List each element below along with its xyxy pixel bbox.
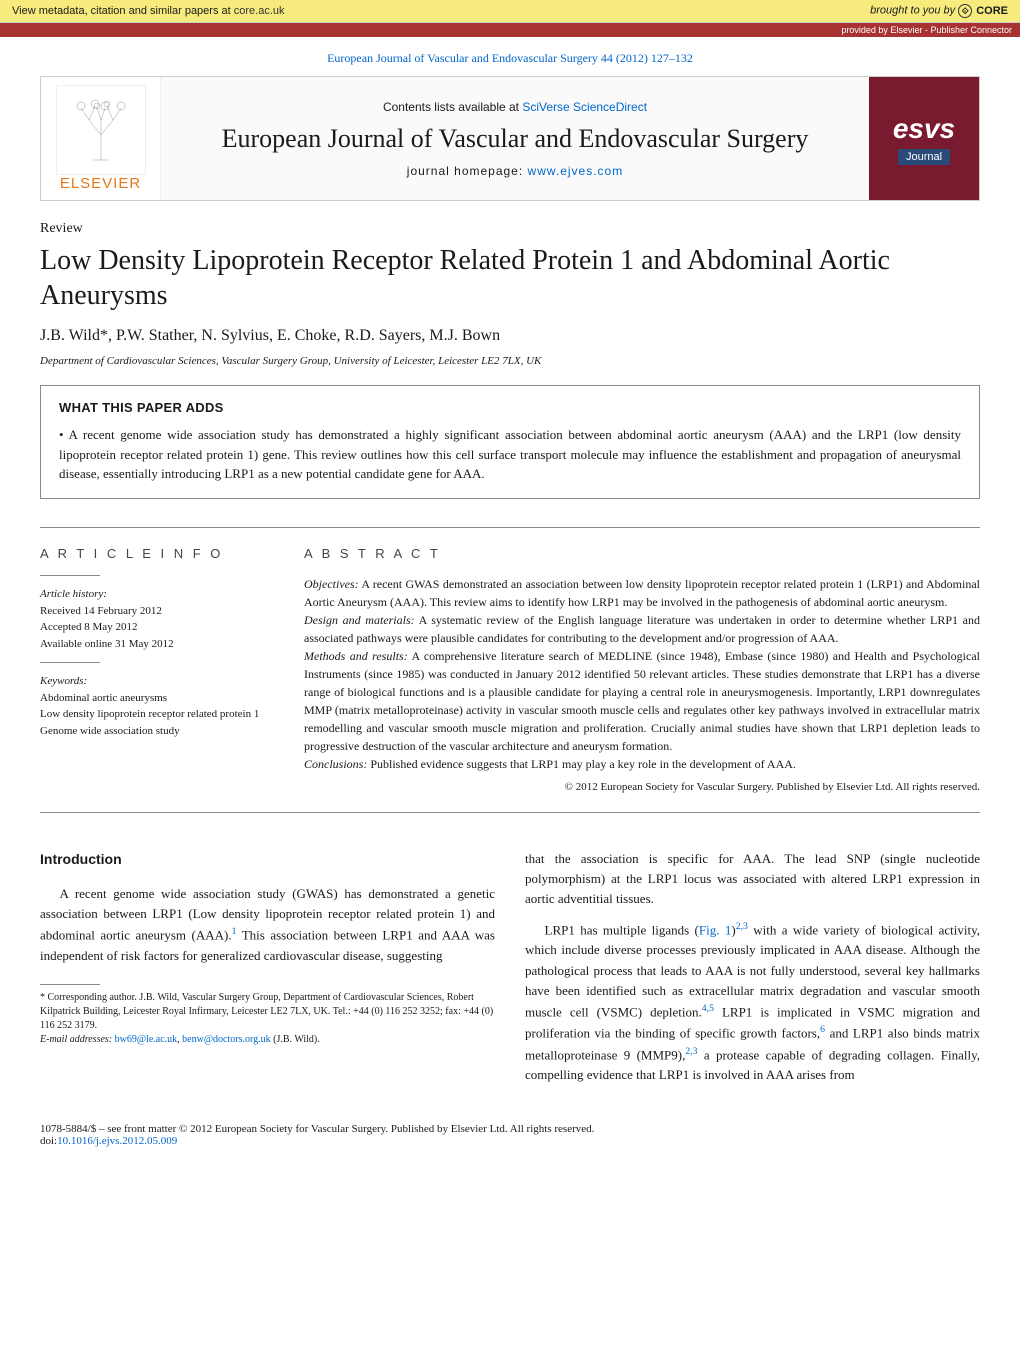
p2-a: LRP1 has multiple ligands ( [545,922,699,937]
doi-link[interactable]: 10.1016/j.ejvs.2012.05.009 [57,1135,177,1147]
email-link-1[interactable]: bw69@le.ac.uk [115,1034,178,1045]
abstract-design: Design and materials: A systematic revie… [304,611,980,647]
divider [40,662,100,663]
core-banner-left: View metadata, citation and similar pape… [12,5,285,17]
homepage-line: journal homepage: www.ejves.com [173,164,857,178]
core-logo-icon: ⟐ [958,4,972,18]
conclusions-text: Published evidence suggests that LRP1 ma… [367,757,796,771]
abstract-copyright: © 2012 European Society for Vascular Sur… [304,779,980,796]
elsevier-wordmark[interactable]: ELSEVIER [60,175,141,192]
header-center: Contents lists available at SciVerse Sci… [161,77,869,200]
abstract-methods: Methods and results: A comprehensive lit… [304,647,980,755]
meta-abstract-row: A R T I C L E I N F O Article history: R… [40,527,980,813]
affiliation: Department of Cardiovascular Sciences, V… [40,355,980,367]
keyword: Genome wide association study [40,723,280,740]
keyword: Abdominal aortic aneurysms [40,690,280,707]
right-paragraph-2: LRP1 has multiple ligands (Fig. 1)2,3 wi… [525,919,980,1085]
fig-1-link[interactable]: Fig. 1 [699,922,731,937]
core-banner: View metadata, citation and similar pape… [0,0,1020,23]
right-column: that the association is specific for AAA… [525,849,980,1096]
issn-line: 1078-5884/$ – see front matter © 2012 Eu… [40,1123,980,1135]
left-column: Introduction A recent genome wide associ… [40,849,495,1096]
esvs-logo[interactable]: esvs Journal [893,113,955,165]
abstract-column: A B S T R A C T Objectives: A recent GWA… [304,544,980,796]
journal-ref-link[interactable]: European Journal of Vascular and Endovas… [327,51,693,65]
history-label: Article history: [40,586,280,603]
email-label: E-mail addresses: [40,1034,115,1045]
objectives-label: Objectives: [304,577,359,591]
paper-adds-box: WHAT THIS PAPER ADDS A recent genome wid… [40,385,980,499]
esvs-sub: Journal [898,149,950,165]
intro-heading: Introduction [40,849,495,871]
contents-line: Contents lists available at SciVerse Sci… [173,100,857,114]
article-info-column: A R T I C L E I N F O Article history: R… [40,544,280,796]
citation-23a[interactable]: 2,3 [736,921,748,932]
abstract-objectives: Objectives: A recent GWAS demonstrated a… [304,575,980,611]
authors: J.B. Wild*, P.W. Stather, N. Sylvius, E.… [40,327,980,345]
provided-by-bar: provided by Elsevier - Publisher Connect… [0,23,1020,37]
email-line: E-mail addresses: bw69@le.ac.uk, benw@do… [40,1033,495,1047]
sciencedirect-link[interactable]: SciVerse ScienceDirect [522,100,647,114]
doi-prefix: doi: [40,1135,57,1147]
corresponding-author: * Corresponding author. J.B. Wild, Vascu… [40,991,495,1033]
keyword: Low density lipoprotein receptor related… [40,706,280,723]
divider [40,575,100,576]
online-date: Available online 31 May 2012 [40,636,280,653]
intro-paragraph-1: A recent genome wide association study (… [40,884,495,966]
contents-prefix: Contents lists available at [383,100,522,114]
paper-adds-text: A recent genome wide association study h… [59,425,961,484]
review-label: Review [40,221,980,237]
citation-45[interactable]: 4,5 [702,1003,714,1014]
footnote-rule [40,984,100,985]
conclusions-label: Conclusions: [304,757,367,771]
accepted-date: Accepted 8 May 2012 [40,619,280,636]
core-banner-right: brought to you by ⟐ CORE [870,4,1008,18]
article-info-heading: A R T I C L E I N F O [40,544,280,564]
article-content: Review Low Density Lipoprotein Receptor … [0,221,1020,1095]
brought-by-text: brought to you by [870,5,958,17]
core-logo[interactable]: ⟐ CORE [958,4,1008,18]
article-title: Low Density Lipoprotein Receptor Related… [40,243,980,313]
doi-line: doi:10.1016/j.ejvs.2012.05.009 [40,1135,980,1147]
right-paragraph-1: that the association is specific for AAA… [525,849,980,909]
keywords-label: Keywords: [40,673,280,690]
received-date: Received 14 February 2012 [40,603,280,620]
footnotes: * Corresponding author. J.B. Wild, Vascu… [40,991,495,1047]
core-link[interactable]: core.ac.uk [234,5,285,17]
homepage-link[interactable]: www.ejves.com [528,164,624,178]
bottom-matter: 1078-5884/$ – see front matter © 2012 Eu… [40,1123,980,1147]
methods-text: A comprehensive literature search of MED… [304,649,980,753]
core-logo-text: CORE [976,5,1008,17]
methods-label: Methods and results: [304,649,408,663]
esvs-text: esvs [893,113,955,145]
journal-title: European Journal of Vascular and Endovas… [173,124,857,154]
homepage-prefix: journal homepage: [407,164,528,178]
email-link-2[interactable]: benw@doctors.org.uk [182,1034,270,1045]
citation-23b[interactable]: 2,3 [685,1046,697,1057]
abstract-heading: A B S T R A C T [304,544,980,564]
abstract-conclusions: Conclusions: Published evidence suggests… [304,755,980,773]
core-left-text: View metadata, citation and similar pape… [12,5,234,17]
journal-header: ELSEVIER Contents lists available at Sci… [40,76,980,201]
journal-reference[interactable]: European Journal of Vascular and Endovas… [0,51,1020,66]
objectives-text: A recent GWAS demonstrated an associatio… [304,577,980,609]
elsevier-column: ELSEVIER [41,77,161,200]
esvs-column: esvs Journal [869,77,979,200]
paper-adds-title: WHAT THIS PAPER ADDS [59,400,961,415]
elsevier-tree-icon [56,85,146,175]
body-columns: Introduction A recent genome wide associ… [40,849,980,1096]
design-label: Design and materials: [304,613,415,627]
email-suffix: (J.B. Wild). [271,1034,320,1045]
